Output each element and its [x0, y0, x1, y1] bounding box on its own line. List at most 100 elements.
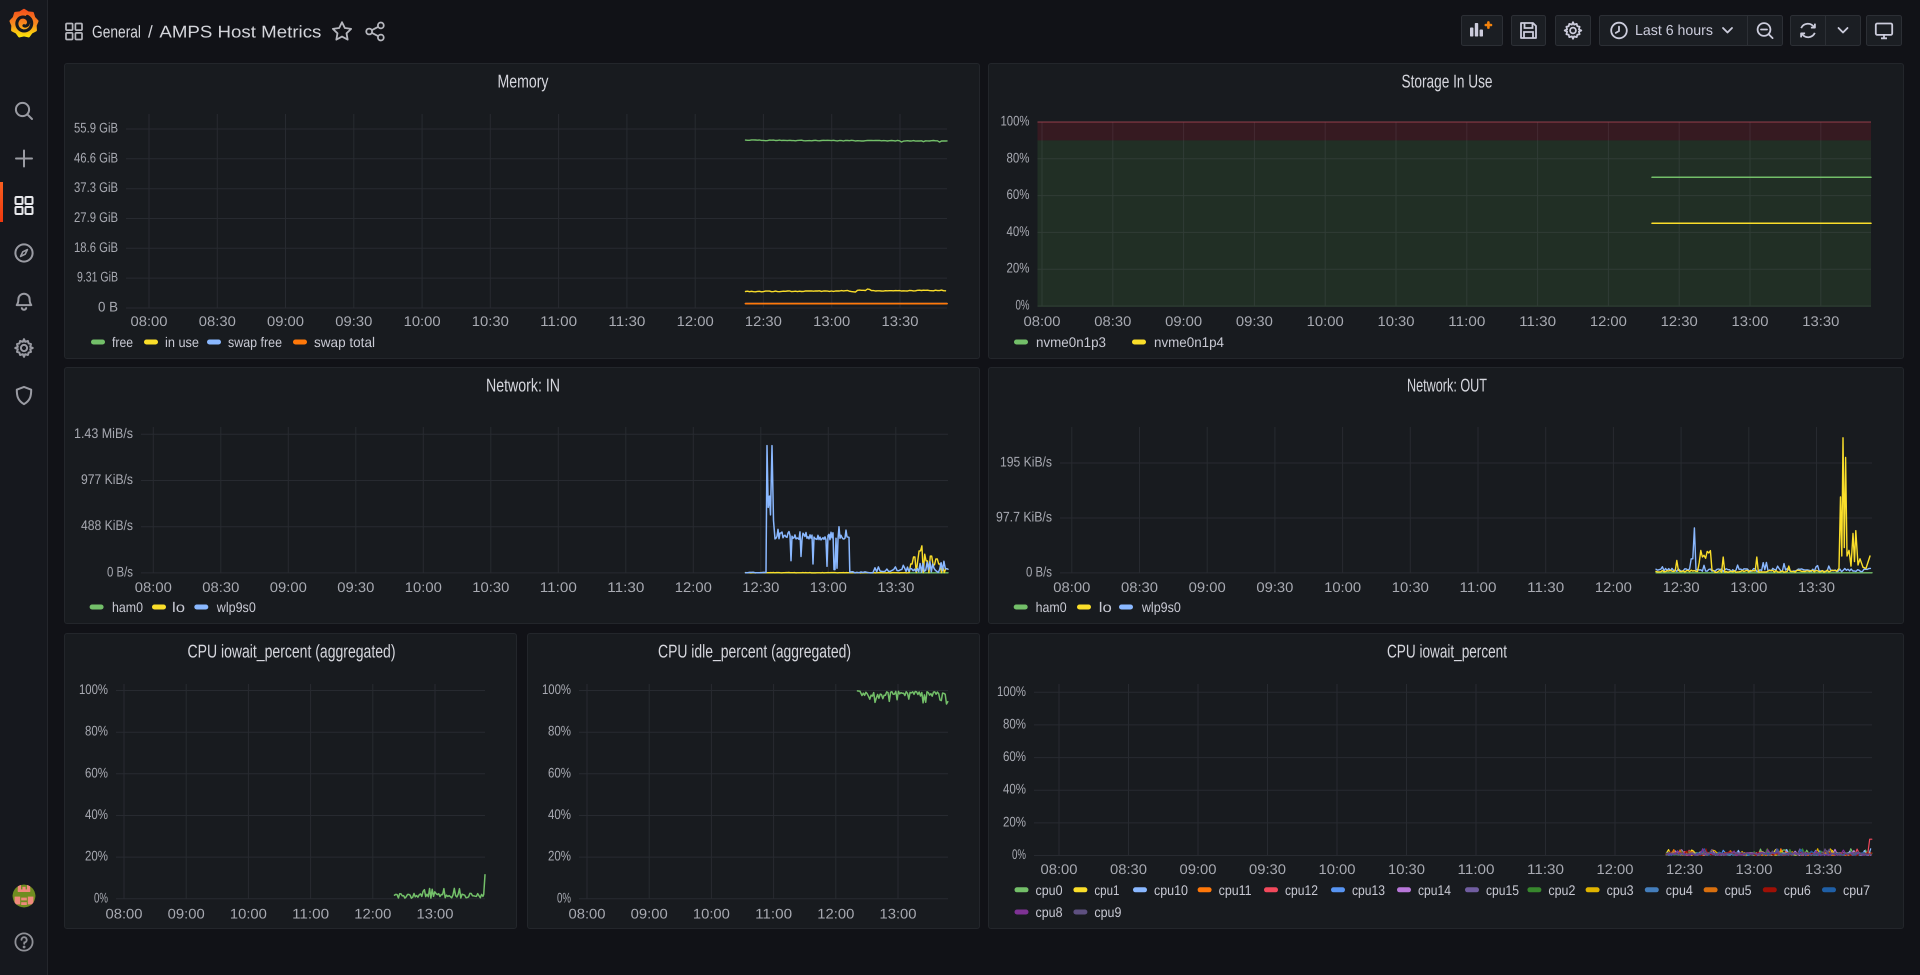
svg-text:13:00: 13:00 [1730, 579, 1767, 595]
svg-text:12:30: 12:30 [1666, 861, 1703, 877]
svg-text:20%: 20% [1003, 813, 1026, 829]
svg-text:09:00: 09:00 [168, 906, 205, 922]
svg-text:ham0: ham0 [112, 599, 143, 615]
svg-text:40%: 40% [1007, 223, 1030, 239]
svg-text:AMPS Host Metrics: AMPS Host Metrics [159, 23, 321, 42]
svg-text:08:30: 08:30 [1094, 313, 1131, 329]
svg-text:0 B/s: 0 B/s [107, 563, 133, 579]
svg-text:CPU idle_percent (aggregated): CPU idle_percent (aggregated) [658, 641, 851, 662]
svg-text:60%: 60% [548, 764, 571, 780]
svg-text:10:00: 10:00 [1324, 579, 1361, 595]
svg-text:09:00: 09:00 [631, 906, 668, 922]
svg-text:10:00: 10:00 [230, 906, 267, 922]
svg-text:cpu5: cpu5 [1725, 882, 1752, 898]
svg-text:cpu4: cpu4 [1666, 882, 1693, 898]
svg-text:40%: 40% [1003, 781, 1026, 797]
svg-text:08:30: 08:30 [202, 579, 239, 595]
svg-text:10:00: 10:00 [1307, 313, 1344, 329]
svg-text:20%: 20% [85, 848, 108, 864]
svg-text:09:00: 09:00 [270, 579, 307, 595]
svg-text:0 B: 0 B [98, 299, 118, 315]
svg-text:cpu14: cpu14 [1418, 882, 1451, 898]
svg-text:CPU iowait_percent (aggregated: CPU iowait_percent (aggregated) [188, 641, 396, 662]
svg-text:0%: 0% [1012, 846, 1026, 862]
svg-text:100%: 100% [1001, 113, 1030, 129]
svg-text:08:00: 08:00 [1024, 313, 1061, 329]
svg-text:40%: 40% [85, 806, 108, 822]
svg-text:100%: 100% [997, 683, 1026, 699]
svg-text:11:30: 11:30 [1527, 579, 1564, 595]
svg-text:11:30: 11:30 [608, 313, 645, 329]
svg-text:10:30: 10:30 [1378, 313, 1415, 329]
svg-text:0%: 0% [94, 889, 108, 905]
svg-text:13:30: 13:30 [1802, 313, 1839, 329]
svg-text:ham0: ham0 [1036, 599, 1067, 615]
svg-text:10:30: 10:30 [1388, 861, 1425, 877]
svg-text:08:00: 08:00 [569, 906, 606, 922]
svg-text:09:00: 09:00 [1180, 861, 1217, 877]
svg-text:10:00: 10:00 [1319, 861, 1356, 877]
svg-text:37.3 GiB: 37.3 GiB [74, 179, 118, 195]
svg-text:10:30: 10:30 [472, 579, 509, 595]
svg-text:cpu10: cpu10 [1154, 882, 1188, 898]
svg-text:CPU iowait_percent: CPU iowait_percent [1387, 641, 1507, 662]
svg-text:12:30: 12:30 [1661, 313, 1698, 329]
svg-text:46.6 GiB: 46.6 GiB [74, 149, 118, 165]
svg-text:0%: 0% [557, 889, 571, 905]
svg-text:55.9 GiB: 55.9 GiB [74, 120, 118, 136]
svg-text:12:30: 12:30 [1663, 579, 1700, 595]
svg-text:20%: 20% [1007, 260, 1030, 276]
svg-text:13:00: 13:00 [813, 313, 850, 329]
svg-text:12:00: 12:00 [354, 906, 391, 922]
svg-text:09:30: 09:30 [337, 579, 374, 595]
svg-text:08:00: 08:00 [106, 906, 143, 922]
svg-text:10:00: 10:00 [405, 579, 442, 595]
svg-text:18.6 GiB: 18.6 GiB [74, 239, 118, 255]
svg-text:12:00: 12:00 [817, 906, 854, 922]
svg-text:40%: 40% [548, 806, 571, 822]
svg-text:cpu1: cpu1 [1094, 882, 1119, 898]
svg-text:lo: lo [1099, 599, 1112, 615]
svg-text:swap free: swap free [228, 334, 282, 350]
svg-text:cpu13: cpu13 [1352, 882, 1385, 898]
svg-text:60%: 60% [1003, 748, 1026, 764]
svg-text:Network: OUT: Network: OUT [1407, 375, 1487, 396]
svg-text:cpu2: cpu2 [1548, 882, 1575, 898]
svg-text:11:30: 11:30 [1527, 861, 1564, 877]
svg-text:cpu11: cpu11 [1219, 882, 1252, 898]
svg-text:0%: 0% [1016, 297, 1030, 313]
svg-text:cpu0: cpu0 [1036, 882, 1063, 898]
svg-text:Storage In Use: Storage In Use [1402, 71, 1493, 92]
svg-text:100%: 100% [79, 681, 108, 697]
svg-text:swap total: swap total [314, 334, 375, 350]
svg-text:in use: in use [165, 334, 199, 350]
svg-text:13:00: 13:00 [810, 579, 847, 595]
svg-text:09:00: 09:00 [1165, 313, 1202, 329]
svg-text:08:00: 08:00 [1041, 861, 1078, 877]
svg-text:08:00: 08:00 [131, 313, 168, 329]
svg-text:13:30: 13:30 [882, 313, 919, 329]
svg-text:cpu7: cpu7 [1843, 882, 1870, 898]
svg-text:Network: IN: Network: IN [486, 375, 560, 396]
svg-text:Memory: Memory [498, 71, 550, 92]
svg-text:cpu9: cpu9 [1094, 904, 1121, 920]
svg-text:wlp9s0: wlp9s0 [1141, 599, 1181, 615]
svg-text:10:30: 10:30 [1392, 579, 1429, 595]
svg-text:10:00: 10:00 [404, 313, 441, 329]
svg-text:80%: 80% [1007, 149, 1030, 165]
svg-text:80%: 80% [1003, 715, 1026, 731]
svg-text:12:00: 12:00 [1597, 861, 1634, 877]
svg-text:cpu15: cpu15 [1486, 882, 1519, 898]
svg-text:11:00: 11:00 [1448, 313, 1485, 329]
svg-text:27.9 GiB: 27.9 GiB [74, 209, 118, 225]
svg-text:1.43 MiB/s: 1.43 MiB/s [74, 425, 133, 441]
svg-text:11:30: 11:30 [607, 579, 644, 595]
svg-text:nvme0n1p4: nvme0n1p4 [1154, 334, 1224, 350]
svg-text:11:30: 11:30 [1519, 313, 1556, 329]
svg-text:11:00: 11:00 [292, 906, 329, 922]
svg-text:12:00: 12:00 [1590, 313, 1627, 329]
svg-text:09:30: 09:30 [335, 313, 372, 329]
svg-text:60%: 60% [85, 764, 108, 780]
svg-text:13:00: 13:00 [880, 906, 917, 922]
svg-text:80%: 80% [548, 723, 571, 739]
